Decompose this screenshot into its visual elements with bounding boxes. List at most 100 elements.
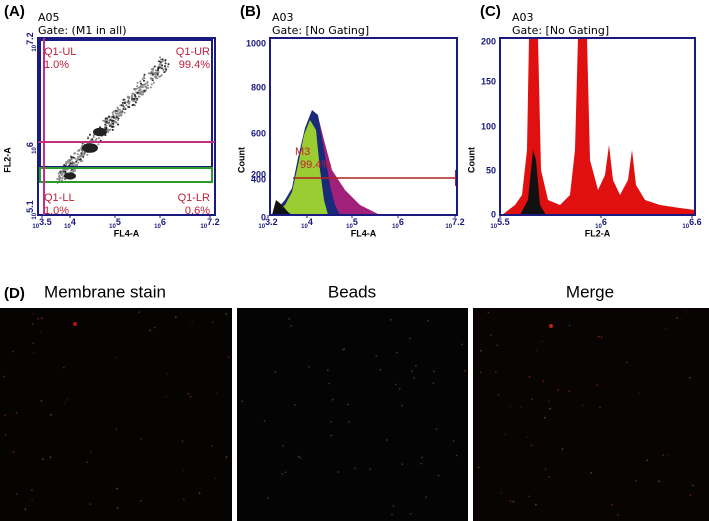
event-dot [122,98,125,101]
event-dot [158,60,161,63]
quadrant-name: Q1-UR [176,46,210,58]
scatter-cloud [56,56,170,184]
micrograph [0,308,232,521]
event-dot [86,153,89,156]
speck [182,498,185,501]
speck [15,411,18,414]
speck [415,364,417,367]
event-dot [74,157,77,160]
event-dot [59,177,62,180]
speck [4,433,7,436]
event-dot [138,92,141,95]
speck [494,371,497,374]
speck [290,325,293,327]
event-dot [121,101,124,104]
quadrant-percent: 1.0% [44,205,69,217]
event-dot [81,160,84,163]
speck [386,439,388,441]
speck [39,330,42,333]
speck [543,416,546,419]
event-dot [116,106,119,109]
tick-exp: 3.5 [39,217,52,227]
speck [590,471,593,474]
tick-base: 10 [32,212,38,219]
speck [308,366,310,368]
speck [526,436,529,439]
event-dot [143,73,146,76]
event-dot [74,152,76,155]
tick-exp: 6.6 [689,217,702,227]
tick-exp: 4 [308,217,313,227]
event-dot [87,136,89,139]
event-dot [60,173,63,176]
x-axis-label: FL2-A [585,228,611,238]
event-dot [147,87,149,89]
event-dot [141,90,144,93]
speck [477,466,480,469]
speck [480,349,482,352]
tick-base: 10 [445,224,452,230]
x-axis-label: FL4-A [114,228,140,238]
event-dot [132,92,134,95]
event-dot [131,104,134,107]
plot-frame [37,37,216,216]
event-dot [157,66,160,69]
x-tick-label: 103.2 [258,217,277,229]
speck [596,384,599,386]
event-dot [123,102,126,105]
tick-exp: 6 [602,217,607,227]
x-tick-label: 106 [154,217,166,229]
speck [437,474,440,477]
speck [427,319,429,322]
event-dot [107,131,110,133]
event-dot [112,116,115,119]
event-dot [137,86,140,89]
y-tick-label: 200 [251,169,266,179]
event-dot [154,69,157,72]
gate-label: Gate: [No Gating] [512,24,609,37]
panel-label: (B) [240,3,261,20]
y-tick-label: 1000 [246,38,266,48]
speck [394,383,397,386]
event-dot [61,179,63,182]
histogram [502,38,695,215]
x-tick-label: 103.5 [32,217,51,229]
event-dot [149,86,152,89]
event-dot [72,170,75,173]
event-dot [68,160,71,163]
event-dot [110,116,113,119]
speck [115,428,118,430]
speck [227,356,230,358]
event-dot [145,85,148,88]
event-dot [165,68,168,71]
speck [181,440,184,443]
event-dot [89,133,91,136]
event-dot [159,75,162,78]
event-dot [134,101,137,104]
speck [342,348,344,351]
speck [421,456,423,459]
event-dot [146,81,149,83]
speck [425,496,427,498]
event-dot [135,91,138,94]
speck [535,503,537,506]
tick-exp: 6 [399,217,404,227]
speck [568,324,571,327]
tick-exp: 3.2 [265,217,278,227]
speck [211,445,214,447]
event-dot [136,85,139,88]
speck [73,322,77,326]
speck [140,438,142,440]
speck [390,318,392,321]
speck [40,400,43,402]
speck [330,434,333,437]
event-dot [61,169,64,172]
speck [32,342,35,345]
x-tick-label: 106 [595,217,607,229]
event-dot [164,70,167,72]
x-tick-label: 105.5 [490,217,509,229]
speck [115,356,118,359]
event-dot [159,58,162,61]
speck [531,398,534,400]
event-dot [105,124,108,127]
